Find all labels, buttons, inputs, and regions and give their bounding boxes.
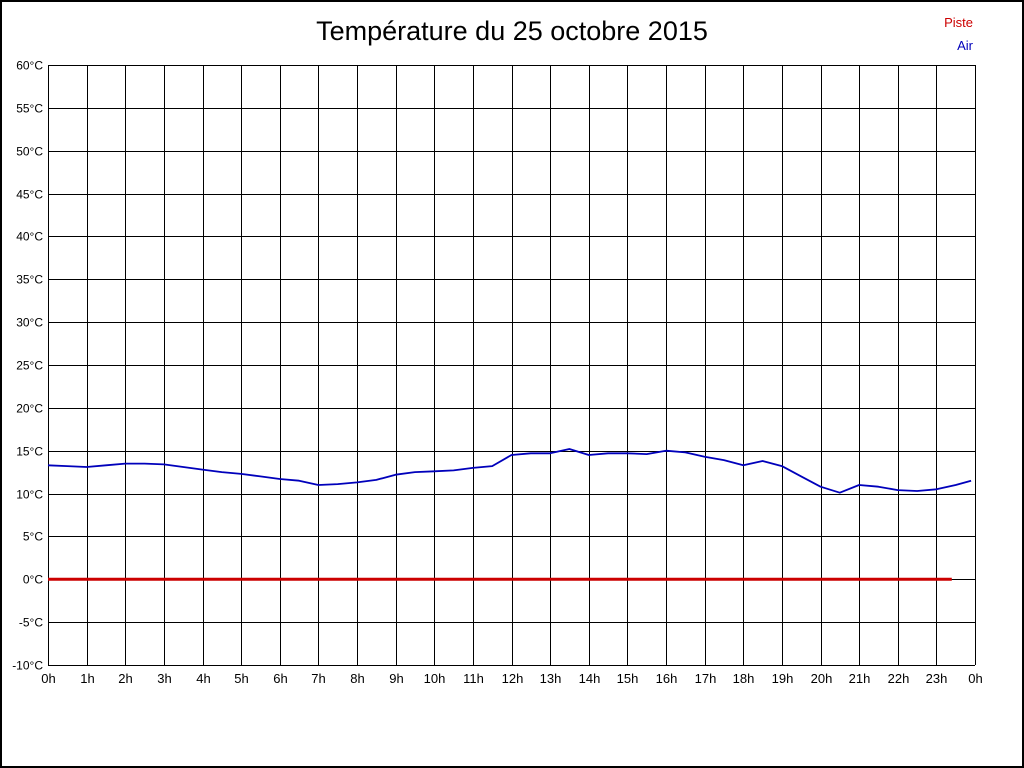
x-tick-label: 13h [540, 671, 562, 686]
y-tick-label: 20°C [16, 402, 43, 416]
y-tick-label: 40°C [16, 230, 43, 244]
x-tick-label: 2h [118, 671, 132, 686]
y-tick-label: -10°C [12, 659, 43, 673]
x-tick-label: 10h [424, 671, 446, 686]
legend-label-piste: Piste [944, 15, 973, 30]
y-tick-label: 25°C [16, 359, 43, 373]
x-tick-label: 15h [617, 671, 639, 686]
y-tick-label: 30°C [16, 316, 43, 330]
y-tick-label: 0°C [23, 573, 43, 587]
x-tick-label: 19h [772, 671, 794, 686]
x-tick-label: 20h [811, 671, 833, 686]
x-tick-label: 9h [389, 671, 403, 686]
x-tick-label: 8h [350, 671, 364, 686]
y-tick-label: 55°C [16, 102, 43, 116]
x-tick-label: 18h [733, 671, 755, 686]
x-tick-label: 22h [888, 671, 910, 686]
x-tick-label: 17h [695, 671, 717, 686]
x-tick-label: 5h [234, 671, 248, 686]
x-tick-label: 4h [196, 671, 210, 686]
x-tick-label: 12h [502, 671, 524, 686]
y-tick-label: 60°C [16, 59, 43, 73]
x-tick-label: 0h [968, 671, 982, 686]
x-tick-label: 1h [80, 671, 94, 686]
y-tick-label: -5°C [19, 616, 43, 630]
x-tick-label: 16h [656, 671, 678, 686]
x-tick-label: 21h [849, 671, 871, 686]
x-tick-label: 14h [579, 671, 601, 686]
y-tick-label: 5°C [23, 530, 43, 544]
chart-title: Température du 25 octobre 2015 [316, 16, 708, 46]
air-series-line [47, 448, 972, 494]
y-tick-label: 50°C [16, 145, 43, 159]
x-tick-label: 3h [157, 671, 171, 686]
chart-legend: Piste Air [944, 11, 973, 57]
x-tick-label: 6h [273, 671, 287, 686]
y-tick-label: 15°C [16, 445, 43, 459]
legend-label-air: Air [957, 38, 973, 53]
x-tick-label: 7h [311, 671, 325, 686]
y-tick-label: 10°C [16, 488, 43, 502]
x-tick-label: 11h [463, 671, 484, 686]
y-tick-label: 45°C [16, 188, 43, 202]
x-tick-label: 0h [41, 671, 55, 686]
x-tick-label: 23h [926, 671, 948, 686]
y-tick-label: 35°C [16, 273, 43, 287]
